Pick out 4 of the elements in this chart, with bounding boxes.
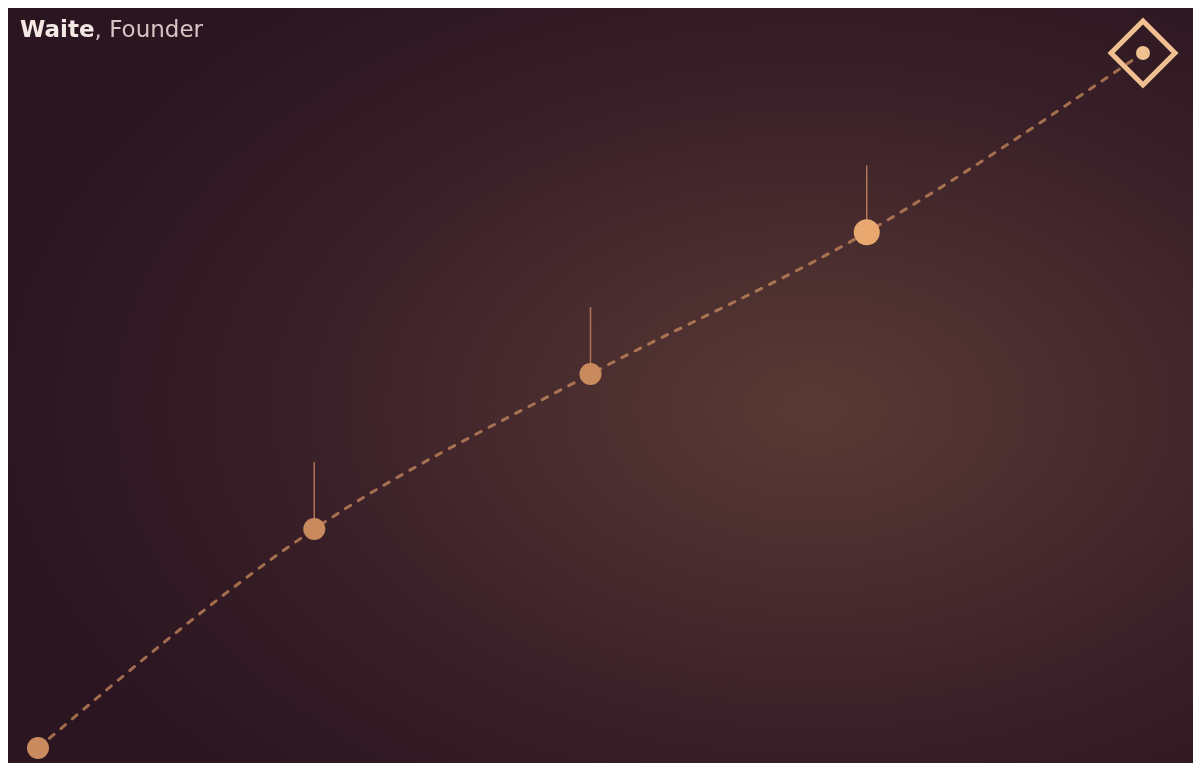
text: Waite, Founder: [20, 16, 204, 42]
point: [27, 737, 49, 759]
point: [579, 363, 602, 386]
point: [303, 518, 326, 541]
